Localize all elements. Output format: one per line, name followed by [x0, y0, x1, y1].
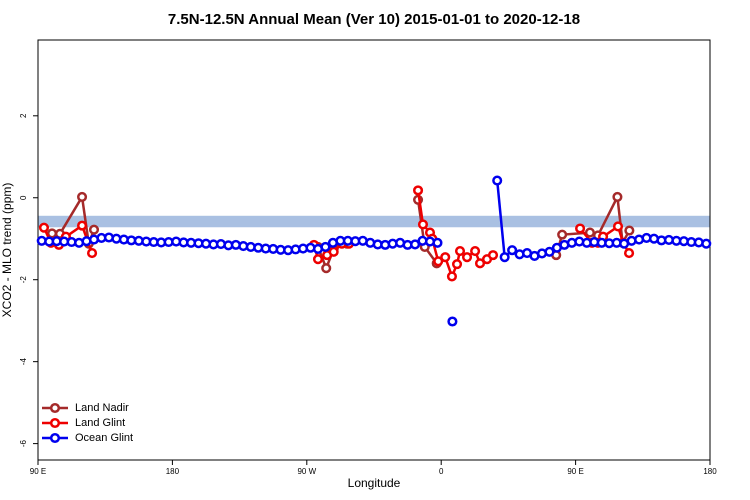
data-point [328, 246, 339, 257]
legend-marker [49, 432, 61, 444]
data-point [454, 245, 466, 257]
data-point [413, 185, 424, 196]
data-point [77, 191, 88, 202]
data-point [461, 252, 473, 263]
data-point [410, 239, 421, 250]
data-point [417, 219, 429, 230]
data-point [433, 256, 444, 267]
series-line [42, 190, 631, 280]
y-axis-label: XCO2 - MLO trend (ppm) [0, 183, 14, 318]
y-tick-label: -4 [19, 358, 28, 366]
y-tick-label: -6 [19, 440, 28, 448]
x-tick-label: 180 [703, 467, 717, 476]
data-point [312, 254, 324, 265]
y-tick-label: 2 [19, 113, 28, 118]
chart-title: 7.5N-12.5N Annual Mean (Ver 10) 2015-01-… [168, 11, 580, 28]
data-point [544, 246, 555, 257]
y-tick-label: 0 [19, 195, 28, 200]
data-point [77, 220, 88, 231]
data-point [624, 248, 635, 259]
data-point [38, 222, 50, 233]
data-point [451, 259, 463, 270]
data-point [557, 229, 568, 240]
data-point [446, 271, 458, 282]
data-point [492, 175, 503, 186]
y-tick-label: -2 [19, 276, 28, 284]
data-point [474, 258, 486, 269]
x-tick-label: 90 E [30, 467, 46, 476]
data-point [87, 248, 98, 259]
data-point [499, 252, 510, 263]
data-point [88, 224, 100, 235]
legend-marker [49, 402, 61, 414]
data-point [612, 221, 624, 232]
data-point [487, 250, 499, 261]
x-tick-label: 180 [166, 467, 180, 476]
data-point [575, 223, 586, 234]
x-tick-label: 90 W [297, 467, 316, 476]
data-point [321, 263, 332, 274]
data-point [432, 237, 443, 248]
data-point [584, 227, 595, 238]
legend-label: Land Nadir [75, 402, 129, 414]
data-point [701, 238, 712, 249]
data-point [612, 191, 623, 202]
data-point [507, 245, 518, 256]
legend-marker [49, 417, 61, 429]
x-tick-label: 90 E [567, 467, 583, 476]
legend-label: Land Glint [75, 417, 125, 429]
data-point [46, 228, 58, 239]
data-point [440, 252, 451, 263]
x-tick-label: 0 [439, 467, 444, 476]
x-axis-label: Longitude [348, 476, 401, 490]
legend-label: Ocean Glint [75, 432, 133, 444]
data-point [470, 245, 481, 257]
reference-band [38, 215, 710, 228]
data-point [447, 316, 458, 327]
plot-frame [37, 39, 711, 461]
data-point [624, 225, 635, 236]
data-point [320, 241, 331, 252]
